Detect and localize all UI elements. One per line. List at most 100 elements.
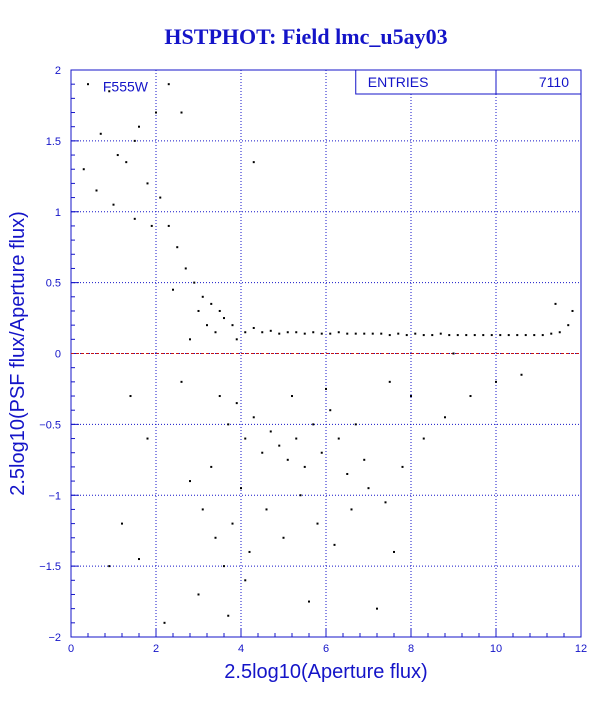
data-point [227,423,230,426]
data-point [108,565,111,568]
data-point [218,309,221,312]
data-point [108,90,111,93]
data-point [282,536,285,539]
data-point [146,182,149,185]
y-tick-label: −1 [48,490,61,502]
data-point [278,444,281,447]
data-point [206,324,208,327]
data-point [189,338,191,341]
x-tick-labels: 0 2 4 6 8 10 12 [68,643,587,655]
y-tick-label: 2 [55,65,61,77]
data-point [235,338,238,341]
data-point [439,332,442,335]
chart-title: HSTPHOT: Field lmc_u5ay03 [164,24,448,49]
data-point [210,302,213,305]
data-point [99,132,102,135]
data-point [533,334,536,337]
data-point [376,607,378,610]
data-point [180,111,183,114]
data-point [299,494,302,497]
data-point [223,565,225,568]
data-point [286,458,289,461]
data-point [524,334,527,337]
data-point [316,522,319,525]
y-tick-label: 0.5 [46,278,61,290]
data-point [554,302,557,305]
data-point [388,380,391,383]
data-point [325,387,327,390]
x-tick-label: 4 [238,643,244,655]
x-tick-label: 10 [490,643,502,655]
data-point [116,154,119,157]
data-point [138,558,140,561]
data-point [363,332,366,335]
data-point [155,111,157,114]
data-point [244,437,247,440]
data-point [129,395,132,398]
data-point [261,451,264,454]
data-point [329,332,332,335]
data-point [244,331,247,334]
y-tick-label: −1.5 [39,561,61,573]
data-point [197,309,200,312]
data-point [333,543,336,546]
data-point [422,437,425,440]
data-point [180,380,183,383]
data-point [197,593,200,596]
data-point [112,203,115,206]
data-point [473,334,476,337]
data-point [291,395,293,398]
data-point [495,380,497,383]
data-point [469,395,472,398]
data-point [278,332,281,335]
data-point [269,329,272,332]
y-tick-label: 1.5 [46,136,61,148]
data-point [172,288,174,291]
data-point [337,437,340,440]
data-point [265,508,268,511]
data-point [121,522,123,525]
data-point [337,331,340,334]
data-point [303,332,306,335]
data-point [346,472,349,475]
data-point [490,334,493,337]
data-point [163,621,166,624]
data-point [189,480,191,483]
y-tick-label: 1 [55,207,61,219]
y-axis-label: 2.5log10(PSF flux/Aperture flux) [7,211,29,496]
data-point [295,331,298,334]
data-point [367,487,370,490]
data-point [133,217,136,220]
data-point [269,430,272,433]
data-point [320,451,323,454]
data-point [410,395,412,398]
data-point [550,332,553,335]
data-point [235,402,238,405]
x-tick-label: 2 [153,643,159,655]
data-point [312,423,315,426]
data-point [354,423,357,426]
data-point [150,224,153,227]
data-point [520,373,523,376]
data-point [571,309,574,312]
data-point [252,161,255,164]
data-point [244,579,247,582]
data-point [125,161,128,164]
data-point [541,334,544,337]
data-point [456,334,459,337]
data-point [567,324,570,327]
data-point [133,139,136,142]
data-point [223,317,225,320]
data-point [261,331,264,334]
x-tick-label: 0 [68,643,74,655]
data-point [82,168,85,171]
data-point [320,332,323,335]
data-point [231,522,234,525]
data-point [167,224,170,227]
data-point [422,334,425,337]
x-axis-label: 2.5log10(Aperture flux) [224,661,427,683]
data-point [87,83,89,86]
data-point [354,332,357,335]
data-point [363,458,366,461]
